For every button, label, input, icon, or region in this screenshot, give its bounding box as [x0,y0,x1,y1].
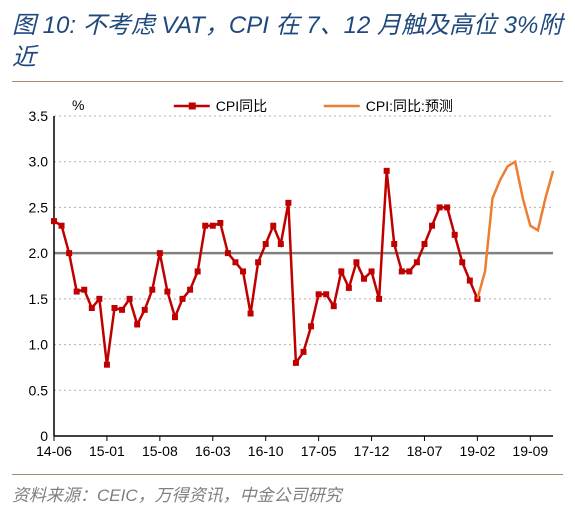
series-marker [445,205,450,210]
series-marker [331,303,336,308]
x-tick-label: 16-10 [248,443,284,459]
x-tick-label: 15-01 [89,443,125,459]
series-marker [127,296,132,301]
y-tick-label: 3.0 [29,153,49,169]
x-tick-label: 19-02 [459,443,495,459]
series-marker [361,276,366,281]
series-marker [104,362,109,367]
legend-marker-1 [189,102,196,109]
chart-area: 0 0.5 1.0 1.5 2.0 2.5 3.0 3.5 14-06 15-01 15-08 16-… [12,88,563,468]
series-marker [392,241,397,246]
series-marker [309,324,314,329]
series-marker [150,287,155,292]
y-tick-label: 1.5 [29,291,49,307]
series-marker [339,269,344,274]
legend-label-2: CPI:同比:预测 [366,98,453,114]
series-marker [67,250,72,255]
series-marker [430,223,435,228]
series-marker [271,223,276,228]
series-marker [369,269,374,274]
series-marker [142,307,147,312]
series-marker [172,314,177,319]
source-area: 资料来源：CEIC，万得资讯，中金公司研究 [12,474,563,506]
series-marker [112,305,117,310]
series-marker [301,349,306,354]
series-marker [293,360,298,365]
x-tick-label: 19-09 [512,443,548,459]
y-tick-label: 0.5 [29,382,49,398]
series-marker [286,200,291,205]
series-marker [135,322,140,327]
series-marker [452,232,457,237]
series-marker [52,218,57,223]
x-tick-label: 14-06 [36,443,72,459]
series-marker [180,296,185,301]
source-text: 资料来源：CEIC，万得资讯，中金公司研究 [12,481,563,506]
series-marker [74,289,79,294]
series-marker [157,250,162,255]
series-marker [377,296,382,301]
series-line-1 [54,171,477,365]
y-tick-label: 2.5 [29,199,49,215]
series-marker [460,260,465,265]
series-marker [218,220,223,225]
series-marker [414,260,419,265]
series-marker [467,278,472,283]
series-marker [278,241,283,246]
series-marker [120,307,125,312]
x-tick-label: 17-12 [354,443,390,459]
series-marker [346,285,351,290]
series-marker [82,287,87,292]
series-marker [256,260,261,265]
series-marker [188,287,193,292]
series-marker [225,250,230,255]
x-tick-label: 15-08 [142,443,178,459]
title-area: 图 10: 不考虑 VAT，CPI 在 7、12 月触及高位 3%附近 [12,10,563,82]
series-marker [324,292,329,297]
x-tick-label: 16-03 [195,443,231,459]
y-tick-label: 2.0 [29,245,49,261]
x-tick-label: 17-05 [301,443,337,459]
x-tick-label: 18-07 [407,443,443,459]
y-tick-label: 3.5 [29,108,49,124]
series-marker [233,260,238,265]
y-tick-label: 1.0 [29,336,49,352]
series-marker [89,305,94,310]
series-marker [210,223,215,228]
series-marker [437,205,442,210]
legend-label-1: CPI同比 [216,98,267,114]
series-marker [384,168,389,173]
series-marker [263,241,268,246]
figure-container: 图 10: 不考虑 VAT，CPI 在 7、12 月触及高位 3%附近 0 0.5… [0,0,575,511]
figure-title: 图 10: 不考虑 VAT，CPI 在 7、12 月触及高位 3%附近 [12,10,563,75]
y-tick-label: 0 [40,428,48,444]
series-marker [97,296,102,301]
series-line-2 [477,161,553,298]
series-marker [165,289,170,294]
series-marker [407,269,412,274]
series-marker [422,241,427,246]
series-marker [399,269,404,274]
series-marker [59,223,64,228]
series-marker [248,311,253,316]
series-marker [203,223,208,228]
series-marker [241,269,246,274]
series-marker [316,292,321,297]
line-chart: 0 0.5 1.0 1.5 2.0 2.5 3.0 3.5 14-06 15-01 15-08 16-… [12,88,563,468]
series-marker [195,269,200,274]
y-unit-label: % [72,97,84,113]
series-marker [354,260,359,265]
